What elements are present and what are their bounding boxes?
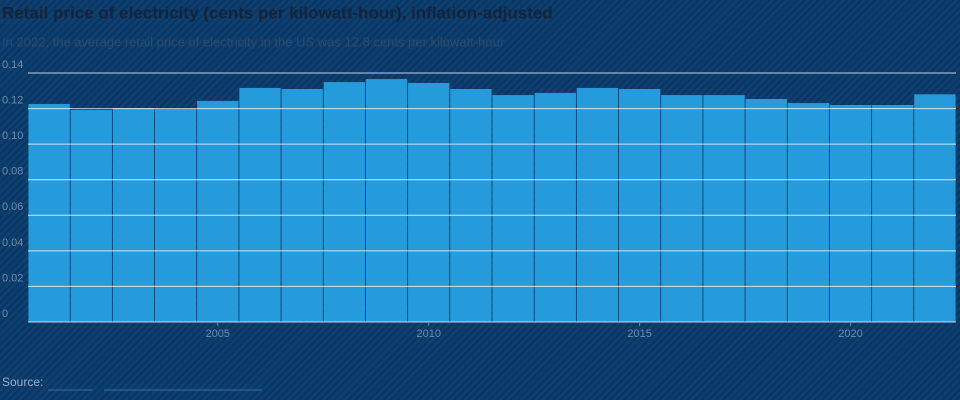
bar [197, 100, 239, 322]
bar [829, 105, 872, 322]
source: Source: [2, 375, 43, 389]
bar [70, 109, 112, 322]
bar [239, 87, 281, 322]
bar [281, 89, 323, 322]
y-tick-label: 0.04 [2, 237, 23, 249]
x-tick-label: 2005 [206, 328, 230, 340]
x-tick-label: 2010 [416, 328, 440, 340]
y-tick-label: 0.02 [2, 272, 23, 284]
bar [323, 82, 366, 323]
bar [492, 95, 534, 322]
chart-subtitle: In 2022, the average retail price of ele… [2, 34, 505, 49]
bar [408, 82, 450, 323]
y-tick-label: 0.08 [2, 166, 23, 178]
y-tick-label: 0 [2, 308, 8, 320]
y-tick-label: 0.06 [2, 201, 23, 213]
bar [661, 95, 703, 322]
bar [450, 89, 492, 322]
bar [787, 103, 830, 322]
bar [28, 103, 70, 322]
y-tick-label: 0.14 [2, 59, 23, 71]
bar [365, 79, 408, 322]
bar [576, 87, 619, 322]
x-tick-label: 2015 [627, 328, 651, 340]
chart-title: Retail price of electricity (cents per k… [2, 3, 553, 22]
bar [618, 89, 661, 322]
bar [703, 95, 745, 322]
bar [534, 92, 576, 322]
bar [872, 105, 914, 322]
bar [745, 98, 787, 323]
y-tick-label: 0.12 [2, 94, 23, 106]
y-tick-label: 0.10 [2, 130, 23, 142]
x-tick-label: 2020 [838, 328, 862, 340]
bar [914, 94, 956, 322]
